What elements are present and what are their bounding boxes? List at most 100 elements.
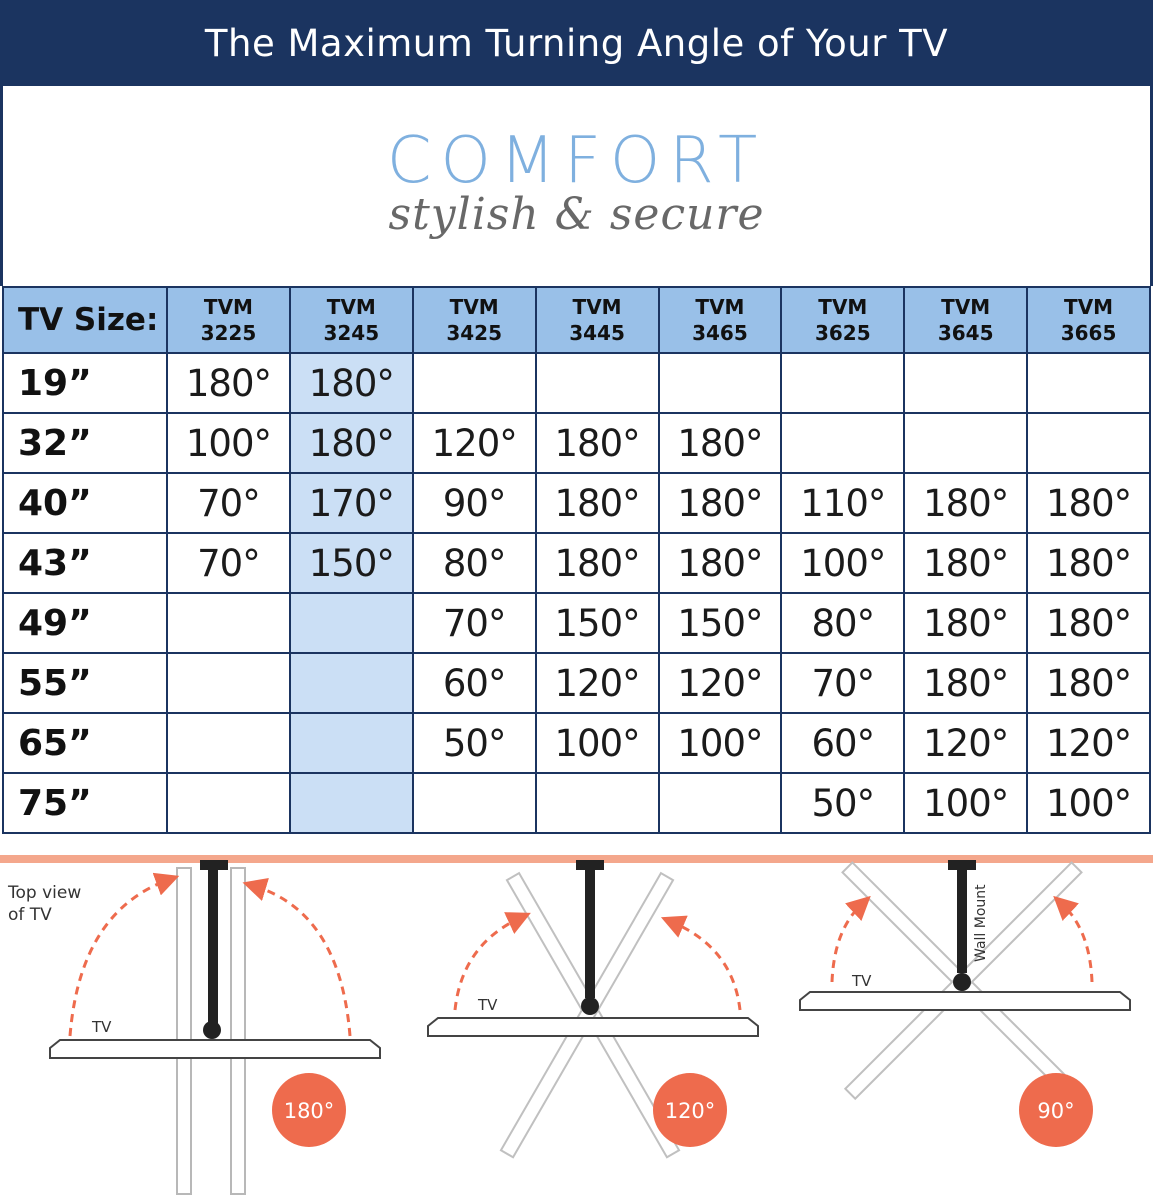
angle-cell: 120° [1026, 712, 1151, 774]
model-number: 3225 [200, 321, 257, 345]
diagram-120: TV 120° [427, 860, 759, 1159]
model-prefix: TVM [941, 295, 991, 319]
angle-cell: 180° [657, 532, 783, 594]
mount-arm [957, 868, 967, 973]
angle-cell [903, 352, 1029, 414]
mount-pivot [203, 1021, 221, 1039]
model-header: TVM 3625 [780, 286, 906, 354]
model-number: 3245 [323, 321, 380, 345]
angle-badge [272, 1073, 346, 1147]
angle-cell: 80° [411, 532, 537, 594]
angle-cell [411, 772, 537, 834]
mount-plate [576, 860, 604, 870]
turning-angle-diagram: Top view of TV TV 180° TV 120° [0, 855, 1153, 1195]
table-header-row: TV Size: TVM 3225 TVM 3245 TVM 3425 TVM 3445… [2, 286, 1151, 354]
tv-label: TV [91, 1018, 112, 1036]
angle-cell [903, 412, 1029, 474]
angle-cell: 120° [903, 712, 1029, 774]
angle-cell: 110° [780, 472, 906, 534]
angle-cell: 100° [780, 532, 906, 594]
model-number: 3645 [937, 321, 994, 345]
angle-badge-label: 180° [284, 1099, 335, 1123]
tv-panel-left [176, 867, 192, 1195]
angle-badge [653, 1073, 727, 1147]
angle-cell: 60° [780, 712, 906, 774]
tv-size-cell: 32” [2, 412, 168, 474]
angle-cell: 120° [534, 652, 660, 714]
angle-cell: 180° [534, 412, 660, 474]
tv-size-cell: 43” [2, 532, 168, 594]
angle-cell: 180° [1026, 532, 1151, 594]
model-number: 3665 [1060, 321, 1117, 345]
table-row: 49” 70° 150° 150° 80° 180° 180° [2, 592, 1151, 654]
rotation-arrow [68, 872, 180, 1037]
angle-cell: 180° [288, 412, 414, 474]
title-banner: The Maximum Turning Angle of Your TV [0, 0, 1153, 86]
angle-cell: 120° [657, 652, 783, 714]
angle-cell: 150° [534, 592, 660, 654]
angle-cell [166, 652, 291, 714]
angle-cell: 150° [288, 532, 414, 594]
angle-cell [288, 592, 414, 654]
model-header: TVM 3465 [657, 286, 783, 354]
angle-cell [166, 712, 291, 774]
angle-cell: 180° [903, 532, 1029, 594]
model-header: TVM 3225 [166, 286, 291, 354]
tv-panel [799, 991, 1131, 1011]
brand-tagline: stylish & secure [388, 189, 765, 240]
tv-size-cell: 40” [2, 472, 168, 534]
angle-cell: 180° [903, 652, 1029, 714]
top-view-label: of TV [8, 905, 52, 925]
diagram-180: Top view of TV TV 180° [7, 860, 381, 1195]
model-number: 3445 [569, 321, 625, 345]
tv-size-cell: 55” [2, 652, 168, 714]
tv-panel-right [230, 867, 246, 1195]
table-row: 32” 100° 180° 120° 180° 180° [2, 412, 1151, 474]
angle-cell: 100° [1026, 772, 1151, 834]
angle-cell: 70° [166, 472, 291, 534]
angle-cell [1026, 352, 1151, 414]
tv-size-cell: 19” [2, 352, 168, 414]
angle-cell: 150° [657, 592, 783, 654]
angle-cell: 50° [411, 712, 537, 774]
diagram-90: Wall Mount TV 90° [799, 860, 1131, 1147]
angle-cell: 180° [534, 532, 660, 594]
angle-cell [657, 352, 783, 414]
model-prefix: TVM [203, 295, 253, 319]
mount-pivot [953, 973, 971, 991]
angle-cell: 170° [288, 472, 414, 534]
tv-size-header: TV Size: [2, 286, 168, 354]
rotation-arrow [1053, 895, 1094, 983]
angle-cell: 50° [780, 772, 906, 834]
model-prefix: TVM [818, 295, 868, 319]
angle-cell: 180° [288, 352, 414, 414]
model-prefix: TVM [1064, 295, 1114, 319]
model-number: 3625 [814, 321, 871, 345]
angle-cell: 180° [903, 472, 1029, 534]
table-row: 65” 50° 100° 100° 60° 120° 120° [2, 712, 1151, 774]
tv-panel [49, 1039, 381, 1059]
brand-name: COMFORT [386, 124, 767, 198]
angle-cell: 100° [534, 712, 660, 774]
model-prefix: TVM [572, 295, 622, 319]
table-row: 55” 60° 120° 120° 70° 180° 180° [2, 652, 1151, 714]
angle-cell: 180° [903, 592, 1029, 654]
turning-angle-table: TV Size: TVM 3225 TVM 3245 TVM 3425 TVM 3445… [2, 286, 1151, 834]
mount-arm [208, 868, 218, 1028]
angle-cell [534, 772, 660, 834]
table-row: 75” 50° 100° 100° [2, 772, 1151, 834]
angle-cell: 100° [903, 772, 1029, 834]
model-header: TVM 3665 [1026, 286, 1151, 354]
model-header: TVM 3645 [903, 286, 1029, 354]
angle-cell [411, 352, 537, 414]
angle-cell [1026, 412, 1151, 474]
mount-pivot [581, 997, 599, 1015]
model-header: TVM 3445 [534, 286, 660, 354]
model-header: TVM 3245 [288, 286, 414, 354]
tv-panel [427, 1017, 759, 1037]
table-row: 40” 70° 170° 90° 180° 180° 110° 180° 180° [2, 472, 1151, 534]
rotation-arrow [660, 915, 742, 1011]
rotation-arrow [453, 912, 531, 1011]
angle-cell: 180° [657, 472, 783, 534]
angle-cell [166, 772, 291, 834]
